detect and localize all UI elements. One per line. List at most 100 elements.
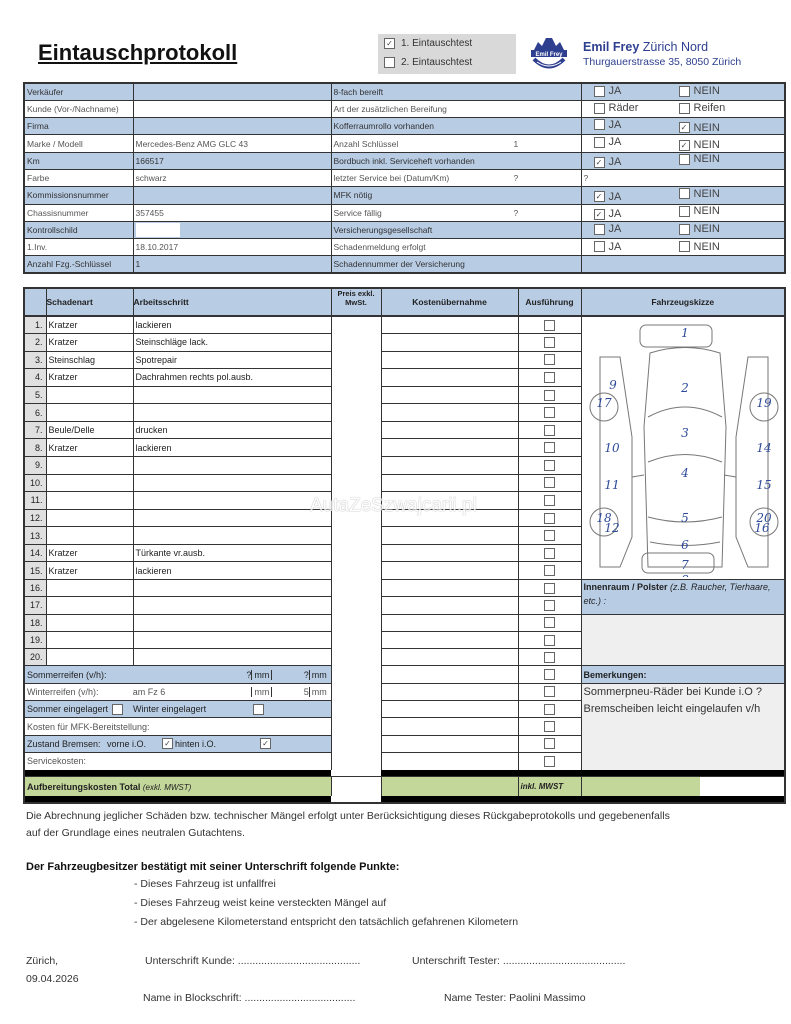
damage-type-cell[interactable] <box>46 403 134 422</box>
execution-checkbox[interactable] <box>544 494 555 506</box>
price-cell[interactable] <box>331 700 382 718</box>
cost-coverage-cell[interactable] <box>381 734 519 753</box>
execution-checkbox[interactable] <box>544 617 555 629</box>
cost-coverage-cell[interactable] <box>381 561 519 580</box>
option-nein[interactable]: NEIN <box>678 223 764 235</box>
execution-checkbox[interactable] <box>544 372 555 384</box>
cost-coverage-cell[interactable] <box>381 578 519 597</box>
total-price[interactable] <box>331 776 382 797</box>
price-cell[interactable] <box>331 717 382 736</box>
damage-type-cell[interactable] <box>46 648 134 666</box>
cost-coverage-cell[interactable] <box>381 596 519 615</box>
price-cell[interactable] <box>331 421 382 439</box>
price-cell[interactable] <box>331 491 382 510</box>
checkbox[interactable]: ✓ <box>384 38 395 49</box>
checkbox[interactable] <box>593 85 605 97</box>
damage-type-cell[interactable]: Kratzer <box>46 561 134 580</box>
execution-checkbox[interactable] <box>544 686 555 698</box>
execution-checkbox[interactable] <box>544 755 555 767</box>
damage-type-cell[interactable] <box>46 578 134 597</box>
cost-coverage-cell[interactable] <box>381 526 519 545</box>
summer-front-depth[interactable]: ? <box>246 669 252 680</box>
cost-coverage-cell[interactable] <box>381 403 519 422</box>
total-incl-vat-value[interactable] <box>699 777 784 797</box>
price-cell[interactable] <box>331 631 382 649</box>
work-step-cell[interactable]: Steinschläge lack. <box>133 333 332 352</box>
price-cell[interactable] <box>331 614 382 632</box>
price-cell[interactable] <box>331 648 382 666</box>
price-cell[interactable] <box>331 333 382 352</box>
checkbox[interactable] <box>678 205 690 217</box>
option-nein[interactable]: NEIN <box>678 188 764 200</box>
execution-checkbox[interactable] <box>544 582 555 594</box>
work-step-cell[interactable]: lackieren <box>133 561 332 580</box>
damage-type-cell[interactable]: Kratzer <box>46 543 134 562</box>
damage-type-cell[interactable] <box>46 526 134 545</box>
customer-signature-field[interactable]: Unterschrift Kunde: ....................… <box>145 955 361 967</box>
price-cell[interactable] <box>331 683 382 701</box>
execution-checkbox[interactable] <box>544 477 555 489</box>
cost-coverage-cell[interactable] <box>381 751 519 770</box>
cost-coverage-cell[interactable] <box>381 315 519 334</box>
execution-checkbox[interactable] <box>544 354 555 366</box>
option-ja[interactable]: ✓ JA <box>593 156 679 168</box>
option-ja[interactable]: JA <box>593 223 679 235</box>
price-cell[interactable] <box>331 474 382 492</box>
damage-type-cell[interactable]: Kratzer <box>46 438 134 457</box>
field-value[interactable]: 18.10.2017 <box>135 242 179 253</box>
price-cell[interactable] <box>331 596 382 615</box>
checkbox[interactable] <box>593 136 605 148</box>
work-step-cell[interactable] <box>133 596 332 615</box>
damage-type-cell[interactable] <box>46 491 134 510</box>
test-option-2[interactable]: 2. Eintauschtest <box>384 57 472 68</box>
damage-type-cell[interactable] <box>46 596 134 615</box>
tester-signature-field[interactable]: Unterschrift Tester: ...................… <box>412 955 626 967</box>
damage-type-cell[interactable] <box>46 508 134 527</box>
execution-checkbox[interactable] <box>544 459 555 471</box>
execution-checkbox[interactable] <box>544 651 555 663</box>
field-value[interactable]: 1 <box>135 259 141 270</box>
checkbox[interactable] <box>678 85 690 97</box>
cost-coverage-cell[interactable] <box>381 420 519 439</box>
price-cell[interactable] <box>331 386 382 404</box>
work-step-cell[interactable] <box>133 648 332 666</box>
winter-rear-depth[interactable]: 5 <box>271 686 309 697</box>
checkbox[interactable]: ✓ <box>678 122 690 134</box>
remarks-text[interactable]: Sommerpneu-Räder bei Kunde i.O ? Bremsch… <box>581 682 786 770</box>
checkbox[interactable] <box>678 241 690 253</box>
execution-checkbox[interactable] <box>544 389 555 401</box>
vehicle-sketch[interactable]: 12345678910111214151617181920 <box>582 317 786 580</box>
test-option-1[interactable]: ✓ 1. Eintauschtest <box>384 38 472 49</box>
price-cell[interactable] <box>331 752 382 770</box>
cost-coverage-cell[interactable] <box>381 491 519 510</box>
cost-coverage-cell[interactable] <box>381 665 519 684</box>
cost-coverage-cell[interactable] <box>381 700 519 718</box>
brakes-front-checkbox[interactable]: ✓ <box>162 738 173 750</box>
winter-stored-checkbox[interactable] <box>253 703 265 715</box>
cost-coverage-cell[interactable] <box>381 613 519 632</box>
field-value[interactable]: 357455 <box>135 207 164 218</box>
damage-type-cell[interactable]: Kratzer <box>46 333 134 352</box>
execution-checkbox[interactable] <box>544 547 555 559</box>
option-räder[interactable]: Räder <box>593 102 679 114</box>
cost-coverage-cell[interactable] <box>381 438 519 457</box>
price-cell[interactable] <box>331 561 382 580</box>
checkbox[interactable] <box>678 153 690 165</box>
field-value[interactable]: 166517 <box>135 155 164 166</box>
field-value[interactable]: schwarz <box>135 173 167 184</box>
summer-rear-depth[interactable]: ? <box>271 669 309 680</box>
price-cell[interactable] <box>331 665 382 684</box>
cost-coverage-cell[interactable] <box>381 350 519 369</box>
work-step-cell[interactable]: Spotrepair <box>133 350 332 369</box>
execution-checkbox[interactable] <box>544 721 555 733</box>
execution-checkbox[interactable] <box>544 669 555 681</box>
execution-checkbox[interactable] <box>544 442 555 454</box>
cost-coverage-cell[interactable] <box>381 333 519 352</box>
checkbox[interactable] <box>678 188 690 200</box>
checkbox[interactable] <box>593 102 605 114</box>
work-step-cell[interactable] <box>133 508 332 527</box>
winter-tires-note[interactable]: am Fz 6 <box>132 686 166 697</box>
option-ja[interactable]: ✓ JA <box>593 208 679 220</box>
cost-coverage-cell[interactable] <box>381 682 519 701</box>
damage-type-cell[interactable]: Beule/Delle <box>46 420 134 439</box>
